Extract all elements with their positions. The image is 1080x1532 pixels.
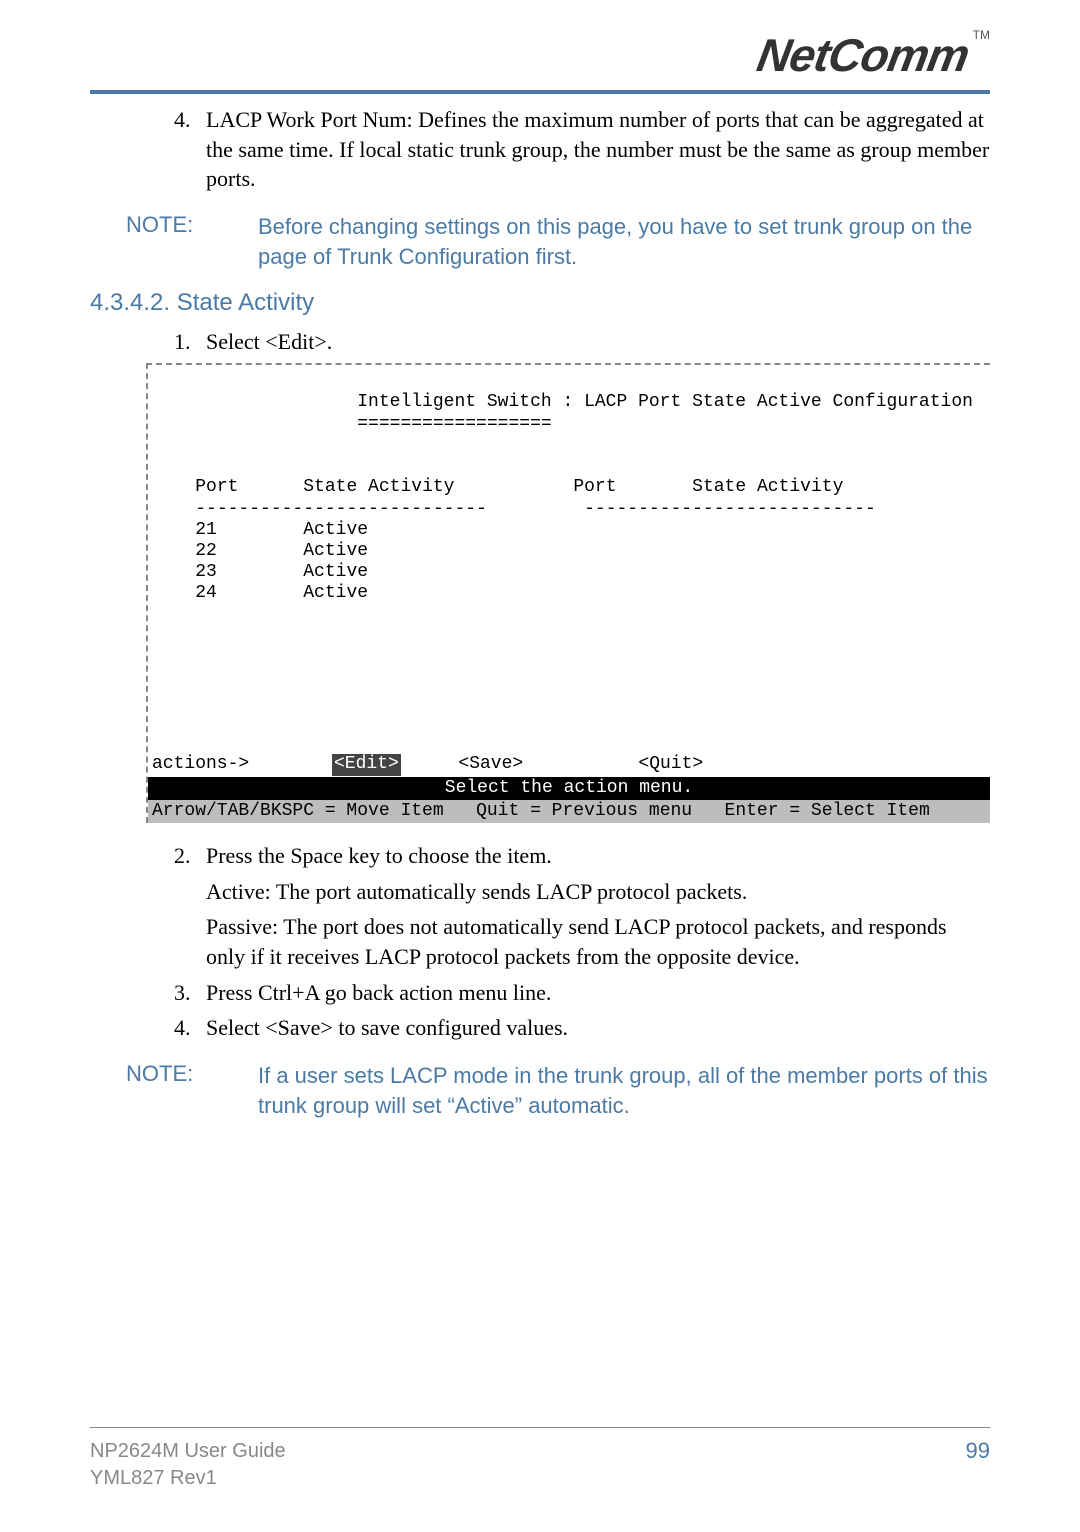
list-item-text: LACP Work Port Num: Defines the maximum …: [206, 107, 989, 191]
footer-row: NP2624M User Guide YML827 Rev1 99: [90, 1438, 990, 1492]
terminal-state: Active: [303, 583, 368, 603]
terminal-select-msg: Select the action menu.: [148, 777, 990, 800]
note-block-2: NOTE: If a user sets LACP mode in the tr…: [126, 1061, 990, 1120]
terminal-action-save: <Save>: [401, 754, 581, 775]
terminal-help-enter: Enter = Select Item: [725, 801, 930, 821]
brand-tm: TM: [973, 28, 990, 42]
section-title: State Activity: [177, 289, 314, 316]
ordered-list-1: LACP Work Port Num: Defines the maximum …: [196, 105, 990, 194]
terminal-help-move: Arrow/TAB/BKSPC = Move Item: [152, 801, 444, 821]
footer-line2: YML827 Rev1: [90, 1465, 286, 1492]
note-label: NOTE:: [126, 1061, 258, 1120]
terminal-state: Active: [303, 541, 368, 561]
terminal-state: Active: [303, 520, 368, 540]
terminal-col-header: Port: [573, 477, 616, 497]
list-item: Select <Edit>.: [196, 327, 990, 357]
terminal-port: 21: [195, 520, 217, 540]
list-item-text: Select <Save> to save configured values.: [206, 1015, 568, 1040]
section-heading: 4.3.4.2. State Activity: [90, 289, 990, 317]
brand-name: NetComm: [754, 28, 974, 82]
page: NetCommTM LACP Work Port Num: Defines th…: [0, 0, 1080, 1532]
terminal-underline: ==================: [357, 414, 551, 434]
list-item: Select <Save> to save configured values.: [196, 1013, 990, 1043]
terminal-col-header: State Activity: [303, 477, 454, 497]
ordered-list-2a: Select <Edit>.: [196, 327, 990, 357]
list-item-text: Select <Edit>.: [206, 329, 332, 354]
terminal-help-bar: Arrow/TAB/BKSPC = Move Item Quit = Previ…: [148, 800, 990, 823]
terminal-title: Intelligent Switch : LACP Port State Act…: [357, 392, 973, 412]
terminal-dash: ---------------------------: [584, 499, 876, 519]
note-text: If a user sets LACP mode in the trunk gr…: [258, 1061, 990, 1120]
terminal-col-header: State Activity: [692, 477, 843, 497]
list-item-sub: Passive: The port does not automatically…: [206, 912, 990, 971]
terminal-port: 24: [195, 583, 217, 603]
note-block-1: NOTE: Before changing settings on this p…: [126, 212, 990, 271]
terminal-actions-label: actions->: [152, 754, 332, 775]
terminal-actions-bar: actions-><Edit><Save><Quit>: [148, 753, 990, 776]
terminal-screenshot: Intelligent Switch : LACP Port State Act…: [146, 363, 990, 823]
content-area: LACP Work Port Num: Defines the maximum …: [90, 105, 990, 1139]
list-item-text: Press Ctrl+A go back action menu line.: [206, 980, 551, 1005]
terminal-help-quit: Quit = Previous menu: [476, 801, 692, 821]
terminal-col-header: Port: [195, 477, 238, 497]
list-item: LACP Work Port Num: Defines the maximum …: [196, 105, 990, 194]
brand-logo: NetCommTM: [758, 28, 990, 82]
footer: NP2624M User Guide YML827 Rev1 99: [90, 1427, 990, 1492]
terminal-port: 23: [195, 562, 217, 582]
ordered-list-2b: Press the Space key to choose the item. …: [196, 841, 990, 1043]
terminal-action-edit: <Edit>: [332, 754, 401, 775]
footer-divider: [90, 1427, 990, 1428]
terminal-port: 22: [195, 541, 217, 561]
terminal-state: Active: [303, 562, 368, 582]
footer-left: NP2624M User Guide YML827 Rev1: [90, 1438, 286, 1492]
footer-line1: NP2624M User Guide: [90, 1438, 286, 1465]
terminal: Intelligent Switch : LACP Port State Act…: [146, 363, 990, 823]
top-divider: [90, 90, 990, 94]
terminal-dash: ---------------------------: [195, 499, 487, 519]
footer-page: 99: [966, 1438, 990, 1492]
section-number: 4.3.4.2.: [90, 289, 170, 316]
note-text: Before changing settings on this page, y…: [258, 212, 990, 271]
note-label: NOTE:: [126, 212, 258, 271]
list-item: Press the Space key to choose the item. …: [196, 841, 990, 972]
terminal-action-quit: <Quit>: [581, 754, 761, 775]
list-item-text: Press the Space key to choose the item.: [206, 843, 552, 868]
list-item: Press Ctrl+A go back action menu line.: [196, 978, 990, 1008]
list-item-sub: Active: The port automatically sends LAC…: [206, 877, 990, 907]
